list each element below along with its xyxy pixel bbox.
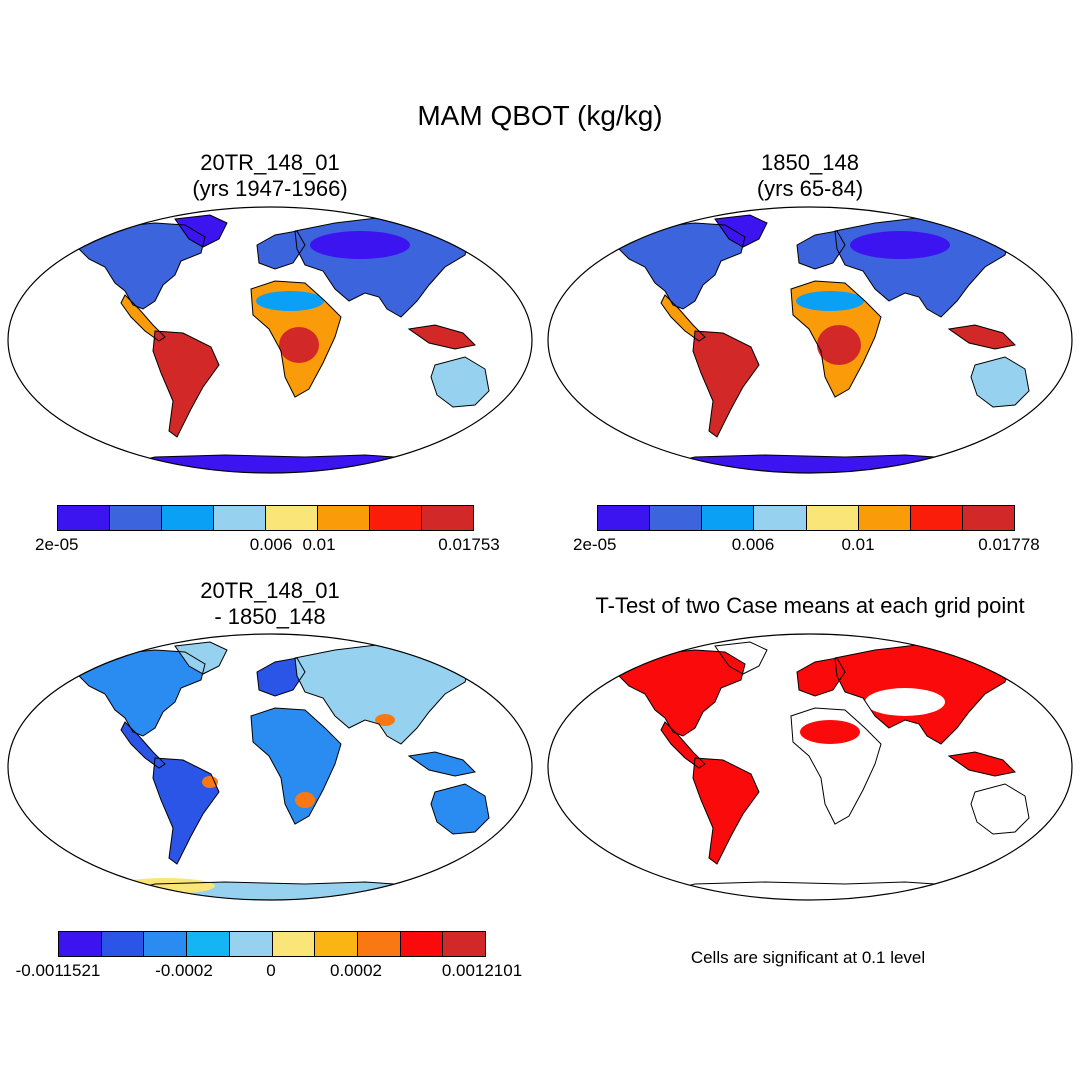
colorbar-swatch xyxy=(650,506,703,530)
main-title: MAM QBOT (kg/kg) xyxy=(417,100,663,131)
colorbar-top-left xyxy=(57,505,474,531)
colorbar-swatch xyxy=(229,932,273,956)
tick-label: 0.01 xyxy=(841,535,875,554)
land-fill xyxy=(75,642,489,900)
colorbar-bottom-left xyxy=(58,931,486,957)
tick-label: -0.0002 xyxy=(155,961,213,980)
panel-title-top-right: 1850_148 (yrs 65-84) xyxy=(660,150,960,202)
colorbar-swatch xyxy=(110,506,162,530)
tick-label: 0 xyxy=(266,961,276,980)
colorbar-bottom-left-labels: -0.0011521 -0.0002 0 0.0002 0.0012101 xyxy=(16,961,523,981)
colorbar-swatch xyxy=(910,506,963,530)
tick-label: 0.006 xyxy=(731,535,775,554)
significant-cells xyxy=(615,644,1015,900)
tick-label: -0.0011521 xyxy=(15,961,101,980)
colorbar-swatch xyxy=(101,932,145,956)
globe-outline xyxy=(7,633,533,901)
colorbar-swatch xyxy=(357,932,401,956)
tick-label: 0.01 xyxy=(302,535,336,554)
colorbar-swatch xyxy=(187,932,230,956)
colorbar-swatch xyxy=(318,506,370,530)
colorbar-swatch xyxy=(806,506,859,530)
tick-label: 0.01753 xyxy=(438,535,500,554)
colorbar-top-left-labels: 2e-05 0.006 0.01 0.01753 xyxy=(35,535,500,555)
colorbar-swatch xyxy=(272,932,316,956)
land-fill xyxy=(75,215,489,473)
colorbar-swatch xyxy=(400,932,444,956)
colorbar-top-right-labels: 2e-05 0.006 0.01 0.01778 xyxy=(573,535,1040,555)
colorbar-swatch xyxy=(443,932,486,956)
colorbar-top-right xyxy=(597,505,1015,531)
panel-title-top-right-line1: 1850_148 xyxy=(761,150,859,175)
colorbar-swatch xyxy=(315,932,358,956)
tick-label: 0.0012101 xyxy=(441,961,523,980)
tick-label: 0.01778 xyxy=(978,535,1040,554)
land-fill xyxy=(615,215,1029,473)
panel-title-top-left-line2: (yrs 1947-1966) xyxy=(192,176,348,201)
colorbar-swatch xyxy=(422,506,473,530)
tick-label: 2e-05 xyxy=(35,535,79,554)
colorbar-swatch xyxy=(144,932,188,956)
panel-title-top-left-line1: 20TR_148_01 xyxy=(200,150,340,175)
tick-label: 0.006 xyxy=(249,535,293,554)
panel-title-bottom-left-line2: - 1850_148 xyxy=(214,604,326,629)
globe-outline xyxy=(547,206,1073,474)
significance-note: Cells are significant at 0.1 level xyxy=(690,948,926,967)
globe-outline xyxy=(547,633,1073,901)
colorbar-swatch xyxy=(962,506,1014,530)
colorbar-swatch xyxy=(162,506,214,530)
colorbar-swatch xyxy=(370,506,422,530)
colorbar-swatch xyxy=(702,506,755,530)
tick-label: 0.0002 xyxy=(330,961,382,980)
colorbar-swatch xyxy=(754,506,807,530)
map-top-right xyxy=(547,206,1073,474)
panel-title-bottom-left-line1: 20TR_148_01 xyxy=(200,578,340,603)
panel-title-bottom-right: T-Test of two Case means at each grid po… xyxy=(595,593,1025,618)
globe-outline xyxy=(7,206,533,474)
colorbar-swatch xyxy=(58,506,110,530)
map-top-left xyxy=(7,206,533,474)
map-bottom-left xyxy=(7,633,533,901)
colorbar-swatch xyxy=(598,506,651,530)
colorbar-swatch xyxy=(858,506,911,530)
colorbar-swatch xyxy=(266,506,318,530)
map-bottom-right xyxy=(547,633,1073,901)
panel-title-top-left: 20TR_148_01 (yrs 1947-1966) xyxy=(120,150,420,202)
tick-label: 2e-05 xyxy=(573,535,617,554)
panel-title-top-right-line2: (yrs 65-84) xyxy=(756,176,864,201)
panel-title-bottom-left: 20TR_148_01 - 1850_148 xyxy=(120,578,420,630)
colorbar-swatch xyxy=(214,506,266,530)
colorbar-swatch xyxy=(59,932,102,956)
